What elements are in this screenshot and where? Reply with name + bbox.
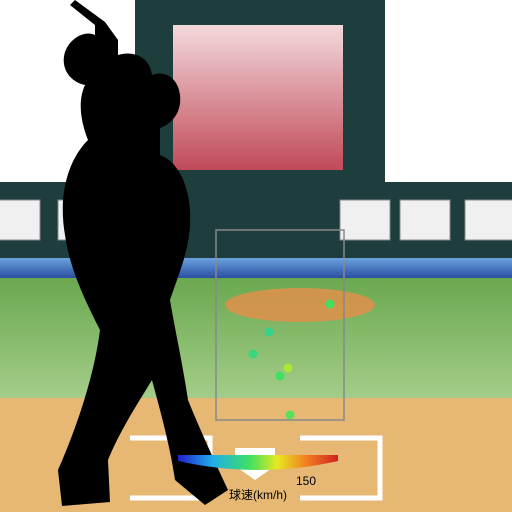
- pitch-marker: [326, 300, 335, 309]
- stand-section: [465, 200, 512, 240]
- pitch-marker: [276, 372, 285, 381]
- pitch-marker: [265, 328, 274, 337]
- stand-section: [400, 200, 450, 240]
- legend-tick: 150: [296, 474, 316, 488]
- pitch-marker: [249, 350, 258, 359]
- mound: [225, 288, 375, 322]
- scoreboard-screen: [173, 25, 343, 170]
- scene-svg: 100 150 球速(km/h): [0, 0, 512, 512]
- legend-axis-label: 球速(km/h): [229, 488, 287, 502]
- legend-tick: 100: [203, 474, 223, 488]
- stand-section: [0, 200, 40, 240]
- pitch-marker: [286, 411, 295, 420]
- pitch-location-chart: 100 150 球速(km/h): [0, 0, 512, 512]
- stand-section: [340, 200, 390, 240]
- pitch-marker: [284, 364, 293, 373]
